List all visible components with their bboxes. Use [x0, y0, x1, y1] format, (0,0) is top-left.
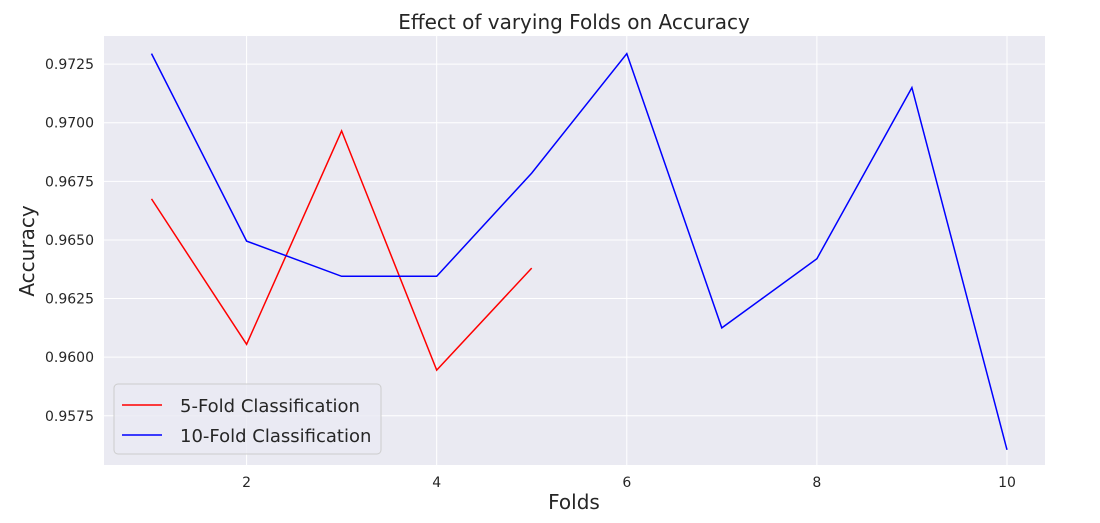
y-tick-label: 0.9725	[45, 57, 94, 73]
series-lines	[150, 52, 1008, 450]
x-tick-label: 6	[622, 475, 631, 491]
y-tick-label: 0.9675	[45, 174, 94, 190]
series-line-10-fold	[150, 52, 1008, 450]
x-axis-label: Folds	[548, 490, 600, 514]
x-tick-label: 2	[242, 475, 251, 491]
y-tick-label: 0.9600	[45, 350, 94, 366]
y-tick-label: 0.9575	[45, 409, 94, 425]
legend: 5-Fold Classification 10-Fold Classifica…	[113, 383, 382, 455]
chart-title: Effect of varying Folds on Accuracy	[398, 10, 750, 34]
legend-box	[113, 383, 382, 455]
x-tick-label: 8	[812, 475, 821, 491]
legend-label-10-fold: 10-Fold Classification	[180, 426, 371, 447]
grid	[104, 36, 1045, 465]
y-axis-label: Accuracy	[15, 205, 39, 296]
legend-label-5-fold: 5-Fold Classification	[180, 396, 360, 417]
y-tick-label: 0.9700	[45, 116, 94, 132]
y-tick-label: 0.9625	[45, 292, 94, 308]
y-tick-label: 0.9650	[45, 233, 94, 249]
x-tick-label: 4	[432, 475, 441, 491]
tick-labels: 2 4 6 8 10 0.9575 0.9600 0.9625 0.9650 0.9675 0.97…	[45, 57, 1016, 491]
x-tick-label: 10	[998, 475, 1016, 491]
